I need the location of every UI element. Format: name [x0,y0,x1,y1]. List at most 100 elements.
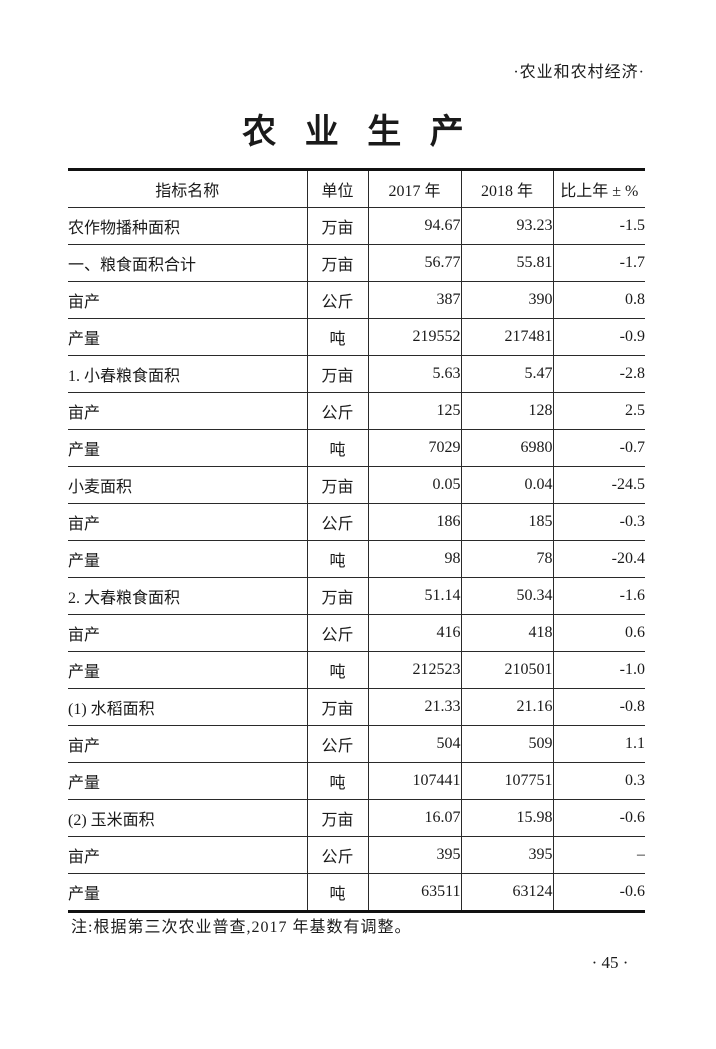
value-2018-cell: 21.16 [461,688,554,726]
unit-cell: 公斤 [307,503,369,541]
unit-cell: 万亩 [307,577,369,615]
table-row: 亩产 公斤 395 395– [68,836,645,874]
table-row: 1. 小春粮食面积 万亩 5.63 5.47 -2.8 [68,355,645,393]
change-cell: 0.3 [553,762,645,800]
change-cell: -0.8 [553,688,645,726]
indicator-cell: 产量 [68,873,308,912]
table-row: 亩产 公斤 416 418 0.6 [68,614,645,652]
value-2017-cell: 125 [368,392,462,430]
table-row: 农作物播种面积 万亩 94.67 93.23 -1.5 [68,207,645,245]
value-2017-cell: 219552 [368,318,462,356]
value-2017-cell: 186 [368,503,462,541]
value-2018-cell: 210501 [461,651,554,689]
indicator-cell: 亩产 [68,392,308,430]
change-cell: 2.5 [553,392,645,430]
indicator-cell: 产量 [68,651,308,689]
value-2017-cell: 387 [368,281,462,319]
unit-cell: 万亩 [307,799,369,837]
unit-cell: 公斤 [307,392,369,430]
value-2018-cell: 509 [461,725,554,763]
table-row: 亩产 公斤 387 390 0.8 [68,281,645,319]
indicator-cell: 小麦面积 [68,466,308,504]
value-2018-cell: 395 [461,836,554,874]
change-cell: -1.7 [553,244,645,282]
column-header: 比上年 ± % [553,169,645,208]
value-2017-cell: 21.33 [368,688,462,726]
unit-cell: 万亩 [307,207,369,245]
value-2018-cell: 418 [461,614,554,652]
indicator-cell: 亩产 [68,725,308,763]
page-title: 农 业 生 产 [242,114,474,151]
value-2017-cell: 94.67 [368,207,462,245]
table-header-row: 指标名称 单位 2017 年 2018 年比上年 ± % [68,169,645,208]
value-2017-cell: 7029 [368,429,462,467]
value-2018-cell: 107751 [461,762,554,800]
change-cell: – [553,836,645,874]
value-2018-cell: 50.34 [461,577,554,615]
table-row: 一、粮食面积合计 万亩 56.77 55.81 -1.7 [68,244,645,282]
table-row: 产量吨 63511 63124 -0.6 [68,873,645,912]
change-cell: -0.7 [553,429,645,467]
statistics-table: 指标名称 单位 2017 年 2018 年比上年 ± % 农作物播种面积 万亩 94.67… [68,168,645,913]
value-2018-cell: 93.23 [461,207,554,245]
indicator-cell: 1. 小春粮食面积 [68,355,308,393]
column-header: 单位 [307,169,369,208]
unit-cell: 公斤 [307,614,369,652]
change-cell: -24.5 [553,466,645,504]
statistics-table-container: 指标名称 单位 2017 年 2018 年比上年 ± % 农作物播种面积 万亩 94.67… [68,168,645,913]
unit-cell: 公斤 [307,836,369,874]
value-2017-cell: 63511 [368,873,462,912]
value-2018-cell: 185 [461,503,554,541]
indicator-cell: 亩产 [68,281,308,319]
value-2017-cell: 504 [368,725,462,763]
change-cell: -0.3 [553,503,645,541]
indicator-cell: 2. 大春粮食面积 [68,577,308,615]
change-cell: 0.8 [553,281,645,319]
value-2018-cell: 63124 [461,873,554,912]
value-2017-cell: 98 [368,540,462,578]
value-2018-cell: 5.47 [461,355,554,393]
indicator-cell: (2) 玉米面积 [68,799,308,837]
indicator-cell: 产量 [68,762,308,800]
change-cell: -0.6 [553,873,645,912]
unit-cell: 公斤 [307,725,369,763]
value-2018-cell: 390 [461,281,554,319]
indicator-cell: (1) 水稻面积 [68,688,308,726]
unit-cell: 吨 [307,429,369,467]
table-row: 产量吨 98 78 -20.4 [68,540,645,578]
unit-cell: 万亩 [307,244,369,282]
value-2018-cell: 6980 [461,429,554,467]
column-header: 2018 年 [461,169,554,208]
table-row: 亩产 公斤 186 185 -0.3 [68,503,645,541]
value-2018-cell: 55.81 [461,244,554,282]
value-2018-cell: 0.04 [461,466,554,504]
change-cell: -0.6 [553,799,645,837]
page-number: · 45 · [591,953,629,972]
change-cell: -1.6 [553,577,645,615]
unit-cell: 万亩 [307,688,369,726]
value-2017-cell: 416 [368,614,462,652]
change-cell: -1.0 [553,651,645,689]
indicator-cell: 亩产 [68,836,308,874]
table-row: 产量吨 212523 210501 -1.0 [68,651,645,689]
value-2018-cell: 217481 [461,318,554,356]
value-2018-cell: 15.98 [461,799,554,837]
change-cell: 0.6 [553,614,645,652]
table-row: 亩产 公斤 125 128 2.5 [68,392,645,430]
value-2018-cell: 78 [461,540,554,578]
value-2017-cell: 212523 [368,651,462,689]
change-cell: -2.8 [553,355,645,393]
unit-cell: 吨 [307,762,369,800]
value-2017-cell: 395 [368,836,462,874]
table-row: (2) 玉米面积 万亩 16.07 15.98 -0.6 [68,799,645,837]
value-2017-cell: 51.14 [368,577,462,615]
indicator-cell: 亩产 [68,503,308,541]
column-header: 2017 年 [368,169,462,208]
indicator-cell: 产量 [68,429,308,467]
indicator-cell: 亩产 [68,614,308,652]
value-2017-cell: 5.63 [368,355,462,393]
indicator-cell: 农作物播种面积 [68,207,308,245]
table-row: (1) 水稻面积 万亩 21.33 21.16 -0.8 [68,688,645,726]
change-cell: -20.4 [553,540,645,578]
column-header: 指标名称 [68,169,308,208]
